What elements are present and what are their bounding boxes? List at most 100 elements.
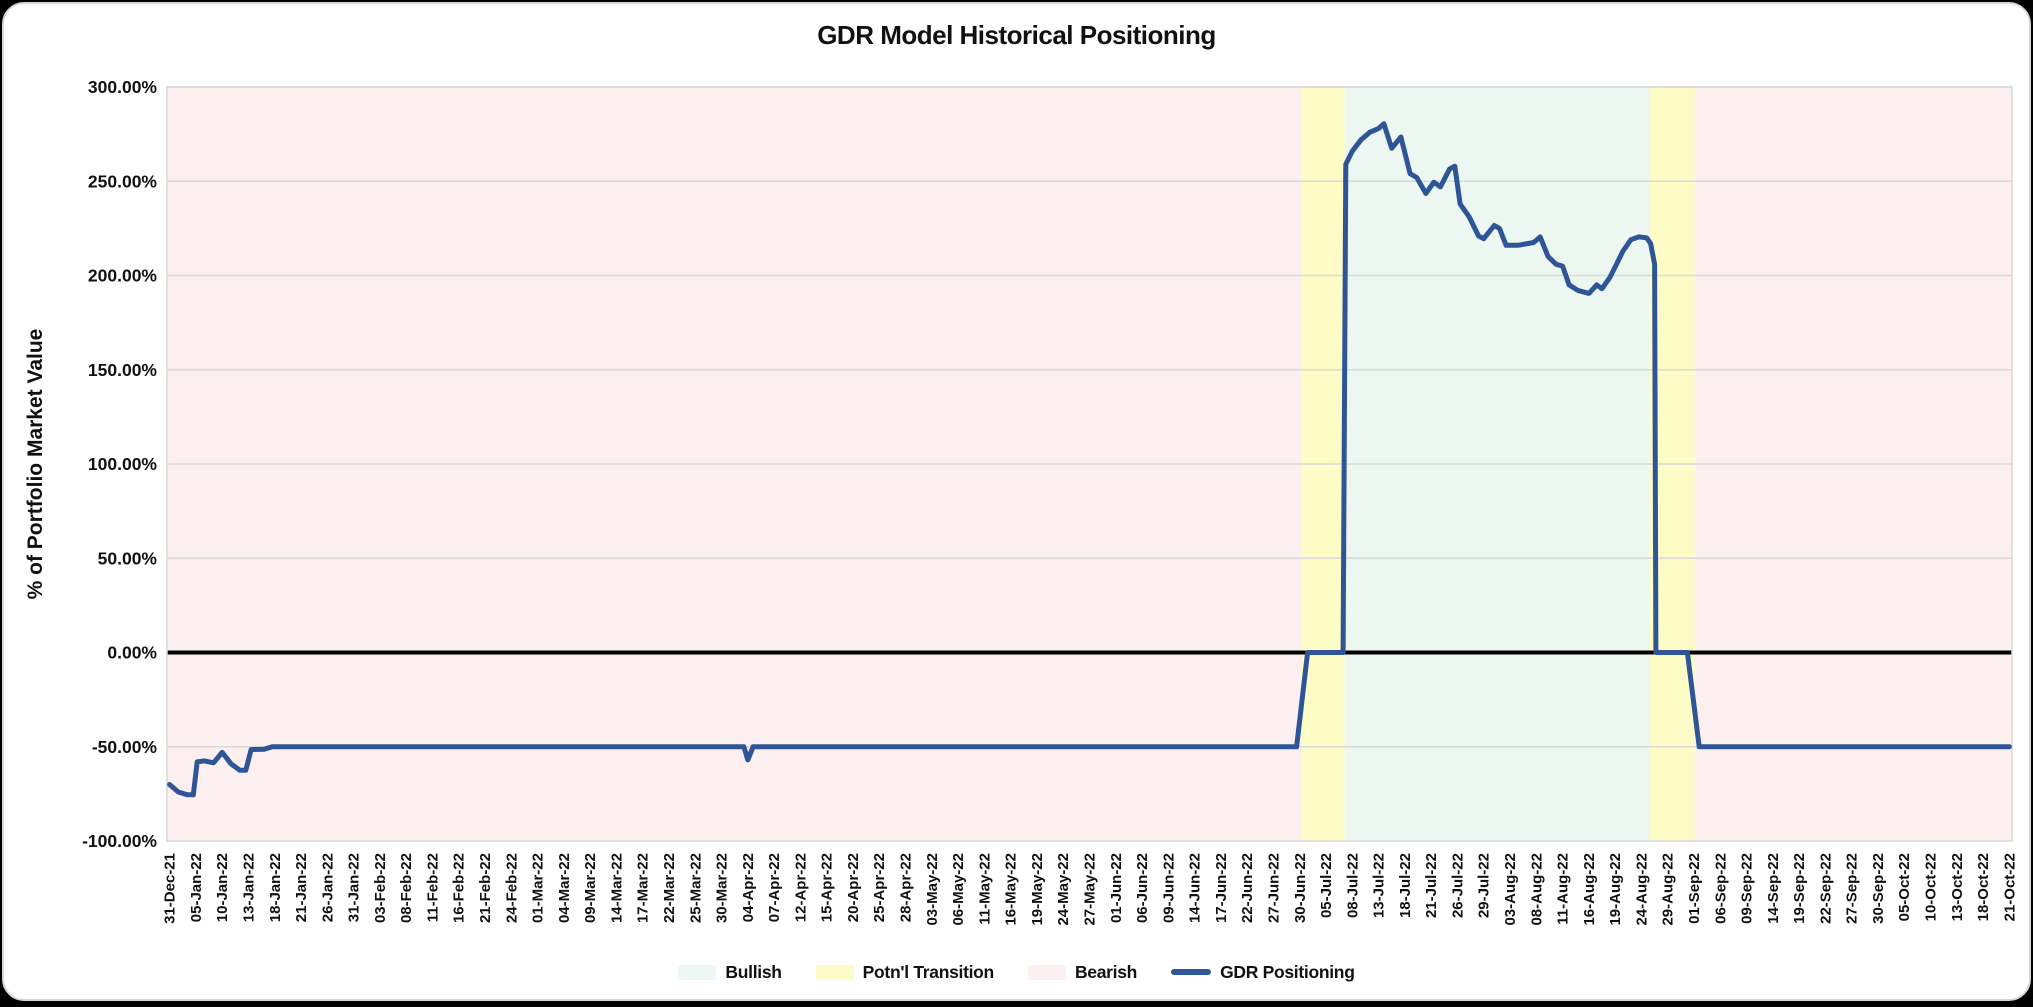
legend-item-gdr-positioning: GDR Positioning — [1171, 962, 1355, 983]
svg-text:31-Jan-22: 31-Jan-22 — [346, 853, 363, 922]
svg-text:21-Oct-22: 21-Oct-22 — [2001, 853, 2018, 921]
svg-text:27-Sep-22: 27-Sep-22 — [1844, 853, 1861, 924]
svg-text:09-Mar-22: 09-Mar-22 — [582, 853, 599, 923]
legend-label-bullish: Bullish — [725, 961, 782, 982]
chart-canvas: 300.00% 250.00% 200.00% 150.00% 100.00% 50.00… — [24, 77, 2019, 926]
svg-text:05-Oct-22: 05-Oct-22 — [1896, 853, 1913, 921]
legend-item-potnl-transition: Potn'l Transition — [815, 961, 995, 983]
svg-text:08-Jul-22: 08-Jul-22 — [1344, 853, 1361, 918]
svg-text:06-Jun-22: 06-Jun-22 — [1134, 853, 1151, 923]
legend-item-bearish: Bearish — [1027, 961, 1138, 983]
svg-text:50.00%: 50.00% — [98, 548, 158, 568]
svg-text:24-Feb-22: 24-Feb-22 — [503, 853, 520, 923]
svg-text:22-Mar-22: 22-Mar-22 — [661, 853, 678, 923]
svg-text:12-Apr-22: 12-Apr-22 — [792, 853, 809, 922]
legend-label-gdr-positioning: GDR Positioning — [1220, 961, 1355, 982]
svg-text:16-Aug-22: 16-Aug-22 — [1581, 853, 1598, 926]
svg-text:30-Jun-22: 30-Jun-22 — [1292, 853, 1309, 923]
svg-text:03-Aug-22: 03-Aug-22 — [1502, 853, 1519, 926]
svg-text:25-Apr-22: 25-Apr-22 — [871, 853, 888, 922]
svg-text:04-Mar-22: 04-Mar-22 — [556, 853, 573, 923]
svg-text:24-Aug-22: 24-Aug-22 — [1633, 853, 1650, 926]
plot-border — [166, 86, 2013, 842]
svg-text:-50.00%: -50.00% — [92, 737, 158, 757]
svg-text:17-Jun-22: 17-Jun-22 — [1213, 853, 1230, 923]
svg-text:05-Jan-22: 05-Jan-22 — [188, 853, 205, 922]
svg-text:21-Jul-22: 21-Jul-22 — [1423, 853, 1440, 918]
svg-text:19-Aug-22: 19-Aug-22 — [1607, 853, 1624, 926]
svg-text:27-Jun-22: 27-Jun-22 — [1266, 853, 1283, 923]
legend-label-potnl-transition: Potn'l Transition — [862, 961, 995, 982]
chart-legend: Bullish Potn'l Transition Bearish GDR Po… — [4, 952, 2029, 992]
svg-text:22-Jun-22: 22-Jun-22 — [1239, 853, 1256, 923]
svg-text:08-Feb-22: 08-Feb-22 — [398, 853, 415, 923]
svg-text:29-Jul-22: 29-Jul-22 — [1476, 853, 1493, 918]
svg-text:20-Apr-22: 20-Apr-22 — [845, 853, 862, 922]
svg-text:10-Jan-22: 10-Jan-22 — [214, 853, 231, 922]
svg-text:30-Sep-22: 30-Sep-22 — [1870, 853, 1887, 924]
x-axis-labels: 31-Dec-21 05-Jan-22 10-Jan-22 13-Jan-22 18-J… — [162, 853, 2019, 926]
legend-swatch-bearish — [1027, 964, 1066, 980]
svg-text:27-May-22: 27-May-22 — [1082, 853, 1099, 926]
svg-text:01-Sep-22: 01-Sep-22 — [1686, 853, 1703, 924]
svg-text:04-Apr-22: 04-Apr-22 — [740, 853, 757, 922]
svg-text:05-Jul-22: 05-Jul-22 — [1318, 853, 1335, 918]
svg-text:19-Sep-22: 19-Sep-22 — [1791, 853, 1808, 924]
svg-text:01-Mar-22: 01-Mar-22 — [530, 853, 547, 923]
svg-text:250.00%: 250.00% — [88, 171, 158, 191]
chart-title: GDR Model Historical Positioning — [817, 20, 1216, 50]
svg-text:18-Oct-22: 18-Oct-22 — [1975, 853, 1992, 921]
legend-swatch-potnl-transition — [815, 964, 854, 980]
svg-text:25-Mar-22: 25-Mar-22 — [687, 853, 704, 923]
svg-text:26-Jan-22: 26-Jan-22 — [319, 853, 336, 922]
svg-text:08-Aug-22: 08-Aug-22 — [1528, 853, 1545, 926]
svg-text:14-Sep-22: 14-Sep-22 — [1765, 853, 1782, 924]
svg-text:13-Jan-22: 13-Jan-22 — [241, 853, 258, 922]
svg-text:-100.00%: -100.00% — [82, 831, 157, 851]
legend-swatch-bullish — [678, 964, 717, 980]
svg-text:24-May-22: 24-May-22 — [1055, 853, 1072, 926]
svg-text:31-Dec-21: 31-Dec-21 — [162, 853, 179, 924]
svg-text:30-Mar-22: 30-Mar-22 — [714, 853, 731, 923]
svg-text:17-Mar-22: 17-Mar-22 — [635, 853, 652, 923]
y-axis-labels: 300.00% 250.00% 200.00% 150.00% 100.00% 50.00… — [82, 77, 157, 851]
svg-text:14-Jun-22: 14-Jun-22 — [1187, 853, 1204, 923]
legend-swatch-gdr-positioning-line — [1171, 969, 1212, 975]
svg-text:09-Sep-22: 09-Sep-22 — [1739, 853, 1756, 924]
svg-text:21-Feb-22: 21-Feb-22 — [477, 853, 494, 923]
legend-label-bearish: Bearish — [1074, 961, 1138, 982]
svg-text:06-Sep-22: 06-Sep-22 — [1712, 853, 1729, 924]
y-axis-title: % of Portfolio Market Value — [24, 329, 47, 600]
svg-text:03-Feb-22: 03-Feb-22 — [372, 853, 389, 923]
svg-text:07-Apr-22: 07-Apr-22 — [766, 853, 783, 922]
svg-text:28-Apr-22: 28-Apr-22 — [898, 853, 915, 922]
svg-text:11-Feb-22: 11-Feb-22 — [424, 853, 441, 922]
svg-text:09-Jun-22: 09-Jun-22 — [1160, 853, 1177, 923]
svg-text:16-Feb-22: 16-Feb-22 — [451, 853, 468, 923]
svg-text:06-May-22: 06-May-22 — [950, 853, 967, 926]
svg-text:26-Jul-22: 26-Jul-22 — [1449, 853, 1466, 918]
svg-text:14-Mar-22: 14-Mar-22 — [608, 853, 625, 923]
svg-text:18-Jul-22: 18-Jul-22 — [1397, 853, 1414, 918]
svg-text:10-Oct-22: 10-Oct-22 — [1923, 853, 1940, 921]
legend-item-bullish: Bullish — [678, 961, 782, 983]
svg-text:0.00%: 0.00% — [107, 643, 157, 663]
svg-text:11-May-22: 11-May-22 — [976, 853, 993, 925]
svg-text:16-May-22: 16-May-22 — [1003, 853, 1020, 926]
svg-text:18-Jan-22: 18-Jan-22 — [267, 853, 284, 922]
svg-text:13-Oct-22: 13-Oct-22 — [1949, 853, 1966, 921]
svg-text:150.00%: 150.00% — [88, 360, 158, 380]
svg-text:15-Apr-22: 15-Apr-22 — [819, 853, 836, 922]
svg-text:19-May-22: 19-May-22 — [1029, 853, 1046, 926]
svg-text:01-Jun-22: 01-Jun-22 — [1108, 853, 1125, 923]
svg-text:22-Sep-22: 22-Sep-22 — [1817, 853, 1834, 924]
svg-text:29-Aug-22: 29-Aug-22 — [1660, 853, 1677, 926]
svg-text:13-Jul-22: 13-Jul-22 — [1371, 853, 1388, 918]
svg-text:11-Aug-22: 11-Aug-22 — [1555, 853, 1572, 925]
svg-text:100.00%: 100.00% — [88, 454, 158, 474]
svg-text:21-Jan-22: 21-Jan-22 — [293, 853, 310, 922]
series-line-gdr-positioning — [167, 121, 2012, 798]
svg-text:03-May-22: 03-May-22 — [924, 853, 941, 926]
svg-text:200.00%: 200.00% — [88, 266, 158, 286]
